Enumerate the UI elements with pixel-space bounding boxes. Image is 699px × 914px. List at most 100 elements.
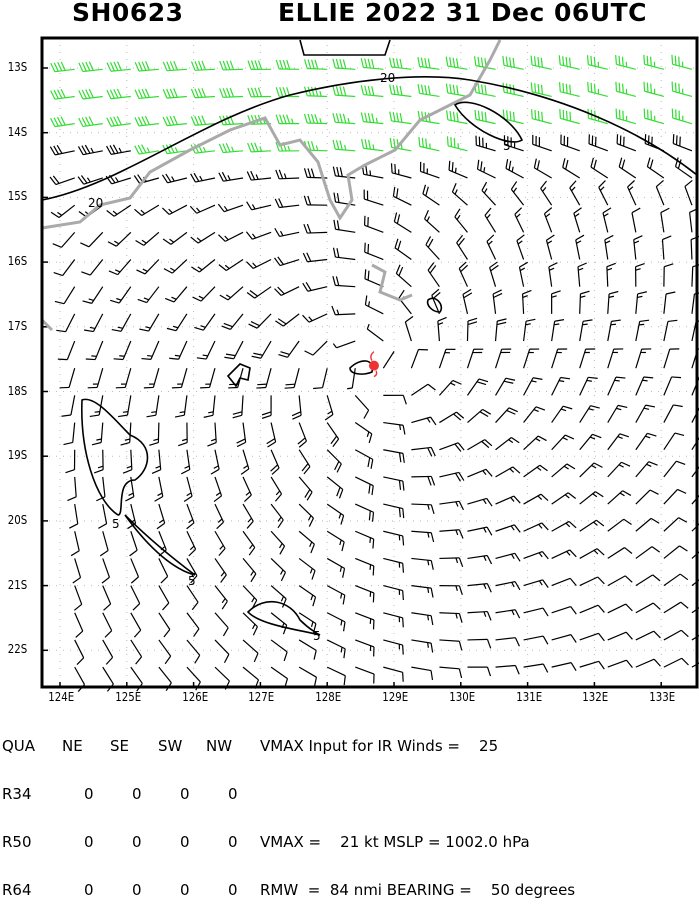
wind-barb	[246, 260, 271, 269]
wind-barb	[211, 450, 219, 474]
contour-label: 20	[88, 196, 103, 210]
wind-barb	[467, 584, 491, 593]
wind-barb	[576, 235, 584, 259]
lat-tick-label: 19S	[8, 448, 27, 462]
wind-barb	[421, 162, 440, 178]
wind-barb	[383, 640, 403, 655]
wind-barb	[327, 423, 338, 447]
wind-barb	[271, 531, 284, 554]
wind-barb	[580, 320, 593, 341]
wind-barb	[275, 314, 299, 326]
wind-barb	[147, 395, 159, 416]
wind-barb	[100, 531, 108, 556]
wind-barb	[580, 377, 598, 395]
wind-barb	[503, 56, 524, 69]
lon-tick-label: 127E	[249, 690, 275, 704]
wind-barb	[364, 190, 383, 206]
wind-barb	[636, 349, 651, 368]
wind-barb	[608, 292, 619, 314]
wind-barb	[411, 417, 436, 425]
wind-barb	[56, 314, 74, 332]
wind-barb	[194, 314, 215, 330]
wind-barb	[496, 666, 520, 675]
wind-barb	[664, 461, 685, 477]
wind-barb	[88, 368, 103, 388]
wind-barb	[191, 232, 215, 243]
wind-barb	[362, 165, 383, 178]
wind-barb	[131, 586, 140, 611]
lat-tick-label: 18S	[8, 384, 27, 398]
wind-barb	[588, 55, 608, 69]
wind-barb	[664, 433, 684, 450]
wind-barb	[672, 82, 692, 97]
wind-barb	[243, 667, 258, 689]
wind-barb	[327, 477, 343, 498]
wind-barb	[616, 82, 636, 97]
wind-barb	[656, 180, 664, 205]
wind-barb	[333, 86, 355, 97]
wind-barb	[135, 116, 159, 126]
wind-barb	[53, 232, 75, 247]
wind-barb	[608, 377, 626, 395]
wind-barb	[574, 208, 582, 233]
wind-barb	[333, 341, 355, 348]
wind-barb	[496, 467, 520, 477]
wind-barb	[159, 558, 168, 583]
wind-barb	[327, 531, 344, 551]
wind-barb	[114, 341, 131, 359]
wind-barb	[552, 521, 576, 531]
lat-tick-label: 17S	[8, 319, 27, 333]
wind-barb	[200, 368, 215, 388]
wind-barb	[262, 395, 271, 418]
wind-barb	[243, 586, 257, 609]
wind-barb	[570, 181, 580, 205]
wind-barb	[390, 85, 412, 97]
wind-barb	[355, 477, 373, 495]
wind-barb	[248, 143, 271, 152]
wind-barb	[393, 187, 411, 205]
wind-barb	[383, 531, 403, 545]
wind-barb	[411, 558, 433, 569]
wind-barb	[446, 84, 467, 97]
wind-barb	[243, 640, 258, 662]
wind-barb	[51, 62, 75, 72]
wind-barb	[383, 504, 403, 518]
wind-barb	[533, 135, 552, 151]
col-header: NE	[62, 738, 110, 754]
wind-barb	[299, 504, 313, 527]
wind-barb	[74, 586, 81, 611]
wind-barb	[275, 287, 300, 296]
wind-barb	[157, 504, 165, 529]
wind-barb	[215, 558, 226, 582]
wind-barb	[478, 160, 496, 178]
wind-barb	[243, 531, 255, 555]
wind-barb	[467, 639, 490, 648]
wind-barb	[552, 406, 573, 422]
wind-barb	[636, 490, 659, 504]
wind-barb	[496, 349, 512, 368]
wind-barb	[207, 423, 216, 447]
wind-barb	[411, 667, 432, 680]
wind-barb	[79, 62, 103, 72]
wind-barb	[664, 320, 677, 341]
wind-barb	[467, 318, 477, 341]
wind-barb	[355, 504, 373, 522]
wind-barb	[519, 262, 527, 286]
wind-barb	[299, 531, 314, 553]
wind-barb	[247, 202, 271, 210]
wind-barb	[107, 89, 131, 99]
wind-barb	[487, 235, 496, 260]
wind-barb	[220, 287, 243, 300]
wind-barb	[439, 667, 461, 678]
wind-barb	[313, 368, 327, 388]
wind-barb	[647, 158, 663, 178]
wind-barb	[249, 314, 271, 328]
wind-barb	[333, 140, 355, 151]
wind-barb	[332, 306, 355, 315]
wind-barb	[419, 137, 440, 151]
wind-barb	[247, 171, 271, 180]
wind-barb	[69, 504, 77, 528]
wind-barb	[552, 550, 577, 558]
wind-barb	[664, 574, 688, 586]
